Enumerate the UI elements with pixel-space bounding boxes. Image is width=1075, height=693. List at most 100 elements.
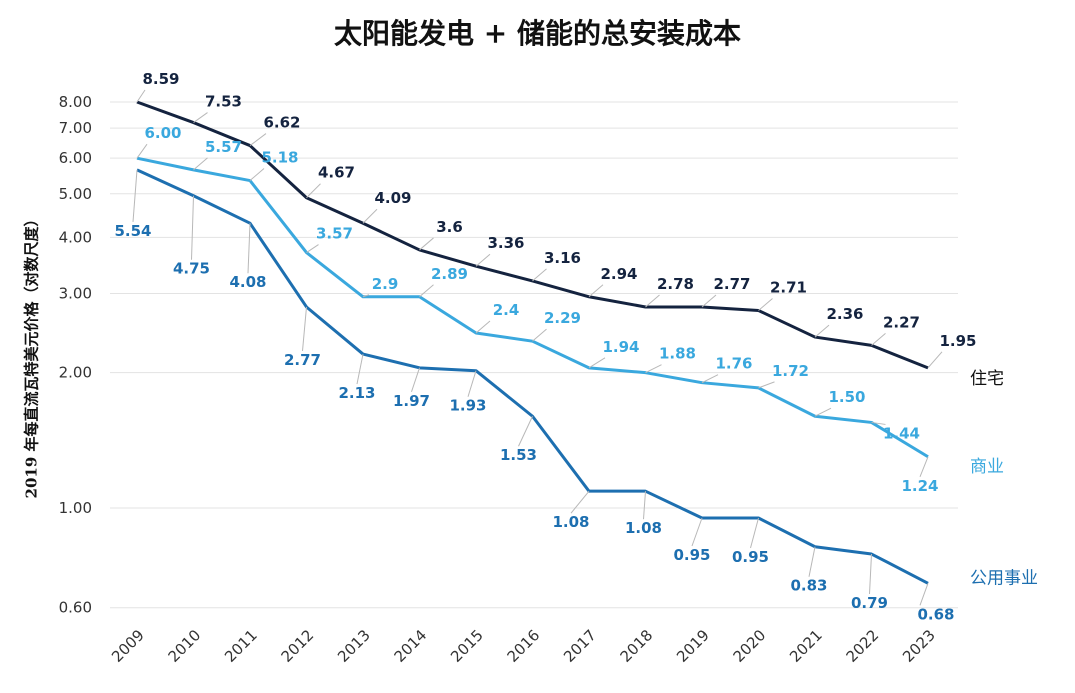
x-tick-label: 2012	[278, 626, 318, 666]
data-label: 2.89	[431, 265, 468, 283]
data-label: 0.79	[851, 594, 888, 612]
data-label: 2.77	[284, 351, 321, 369]
data-label-leader	[306, 244, 319, 253]
data-label: 1.72	[772, 362, 809, 380]
series-line	[136, 168, 929, 585]
data-label-leader	[419, 237, 434, 251]
data-label-leader	[475, 253, 491, 267]
data-label: 1.08	[552, 513, 589, 531]
y-tick-label: 8.00	[59, 93, 92, 111]
x-tick-label: 2014	[391, 626, 431, 666]
y-tick-label: 7.00	[59, 119, 92, 137]
data-label-leader	[532, 328, 547, 342]
data-label-leader	[306, 183, 321, 199]
series-name-label: 公用事业	[970, 568, 1038, 588]
x-tick-label: 2019	[673, 626, 713, 666]
data-label-leader	[419, 284, 434, 298]
data-label-leader	[518, 416, 533, 447]
data-label: 2.78	[657, 275, 694, 293]
data-label: 0.68	[917, 605, 954, 623]
series-line	[136, 156, 929, 459]
data-label: 1.50	[828, 388, 865, 406]
data-label: 1.95	[939, 332, 976, 350]
data-label-leader	[927, 351, 943, 369]
x-tick-label: 2017	[560, 626, 600, 666]
data-label: 0.83	[790, 577, 827, 595]
data-label: 1.08	[625, 519, 662, 537]
data-label: 2.4	[493, 301, 520, 319]
data-label-leader	[691, 517, 703, 547]
data-label-leader	[356, 353, 364, 385]
data-label: 0.95	[732, 548, 769, 566]
data-label: 8.59	[142, 70, 179, 88]
x-tick-label: 2016	[504, 626, 544, 666]
data-label-leader	[132, 169, 138, 222]
x-tick-label: 2021	[786, 626, 826, 666]
data-label-leader	[701, 294, 717, 308]
data-label: 7.53	[205, 93, 242, 111]
data-label: 6.00	[144, 124, 181, 142]
series-name-label: 住宅	[970, 369, 1004, 389]
data-label-leader	[814, 407, 832, 417]
x-tick-label: 2010	[165, 626, 205, 666]
x-tick-label: 2020	[730, 626, 770, 666]
data-label-leader	[869, 553, 872, 595]
data-label: 3.36	[487, 234, 524, 252]
data-label: 4.09	[374, 189, 411, 207]
data-label-leader	[871, 421, 886, 425]
data-label: 3.6	[436, 218, 463, 236]
data-label-leader	[570, 490, 590, 514]
data-label-leader	[302, 306, 307, 352]
x-tick-label: 2018	[617, 626, 657, 666]
data-label-leader	[871, 332, 886, 346]
data-label: 2.36	[826, 305, 863, 323]
data-label: 6.62	[263, 114, 300, 132]
data-label: 2.27	[883, 313, 920, 331]
x-tick-label: 2015	[447, 626, 487, 666]
x-tick-label: 2011	[221, 626, 261, 666]
data-label: 4.75	[173, 260, 210, 278]
y-tick-label: 1.00	[59, 499, 92, 517]
data-label: 1.94	[602, 338, 639, 356]
data-label-leader	[645, 294, 660, 308]
data-label: 2.9	[372, 275, 399, 293]
y-tick-label: 6.00	[59, 149, 92, 167]
x-tick-label: 2009	[108, 626, 148, 666]
data-label-leader	[750, 517, 759, 549]
data-label: 3.16	[544, 249, 581, 267]
data-label-leader	[362, 294, 370, 298]
y-tick-label: 5.00	[59, 185, 92, 203]
data-label-leader	[645, 364, 662, 374]
data-label-leader	[467, 370, 477, 397]
data-label: 1.88	[659, 345, 696, 363]
data-label-leader	[191, 195, 194, 260]
data-label: 5.18	[261, 149, 298, 167]
series-name-label: 商业	[970, 457, 1004, 477]
x-tick-label: 2022	[843, 626, 883, 666]
chart-title: 太阳能发电 + 储能的总安装成本	[334, 17, 741, 50]
data-label-leader	[193, 157, 208, 171]
data-label: 4.08	[229, 273, 266, 291]
data-label: 2.71	[770, 278, 807, 296]
y-tick-label: 2.00	[59, 364, 92, 382]
data-label-leader	[475, 320, 491, 334]
data-label-leader	[532, 268, 547, 282]
y-tick-label: 0.60	[59, 599, 92, 617]
data-label-leader	[758, 381, 775, 389]
data-label-leader	[249, 168, 265, 181]
x-tick-label: 2013	[334, 626, 374, 666]
data-label: 4.67	[318, 164, 355, 182]
data-label-leader	[411, 367, 420, 393]
data-label: 1.93	[449, 397, 486, 415]
data-label: 1.44	[883, 424, 920, 442]
data-label: 2.13	[338, 384, 375, 402]
data-label-leader	[362, 208, 378, 224]
data-label-leader	[193, 112, 208, 123]
y-tick-label: 4.00	[59, 228, 92, 246]
data-label: 2.94	[600, 265, 637, 283]
data-label-leader	[919, 456, 929, 477]
data-label-leader	[588, 284, 604, 298]
data-label: 5.57	[205, 138, 242, 156]
data-label-leader	[814, 324, 830, 338]
data-label: 0.95	[673, 546, 710, 564]
